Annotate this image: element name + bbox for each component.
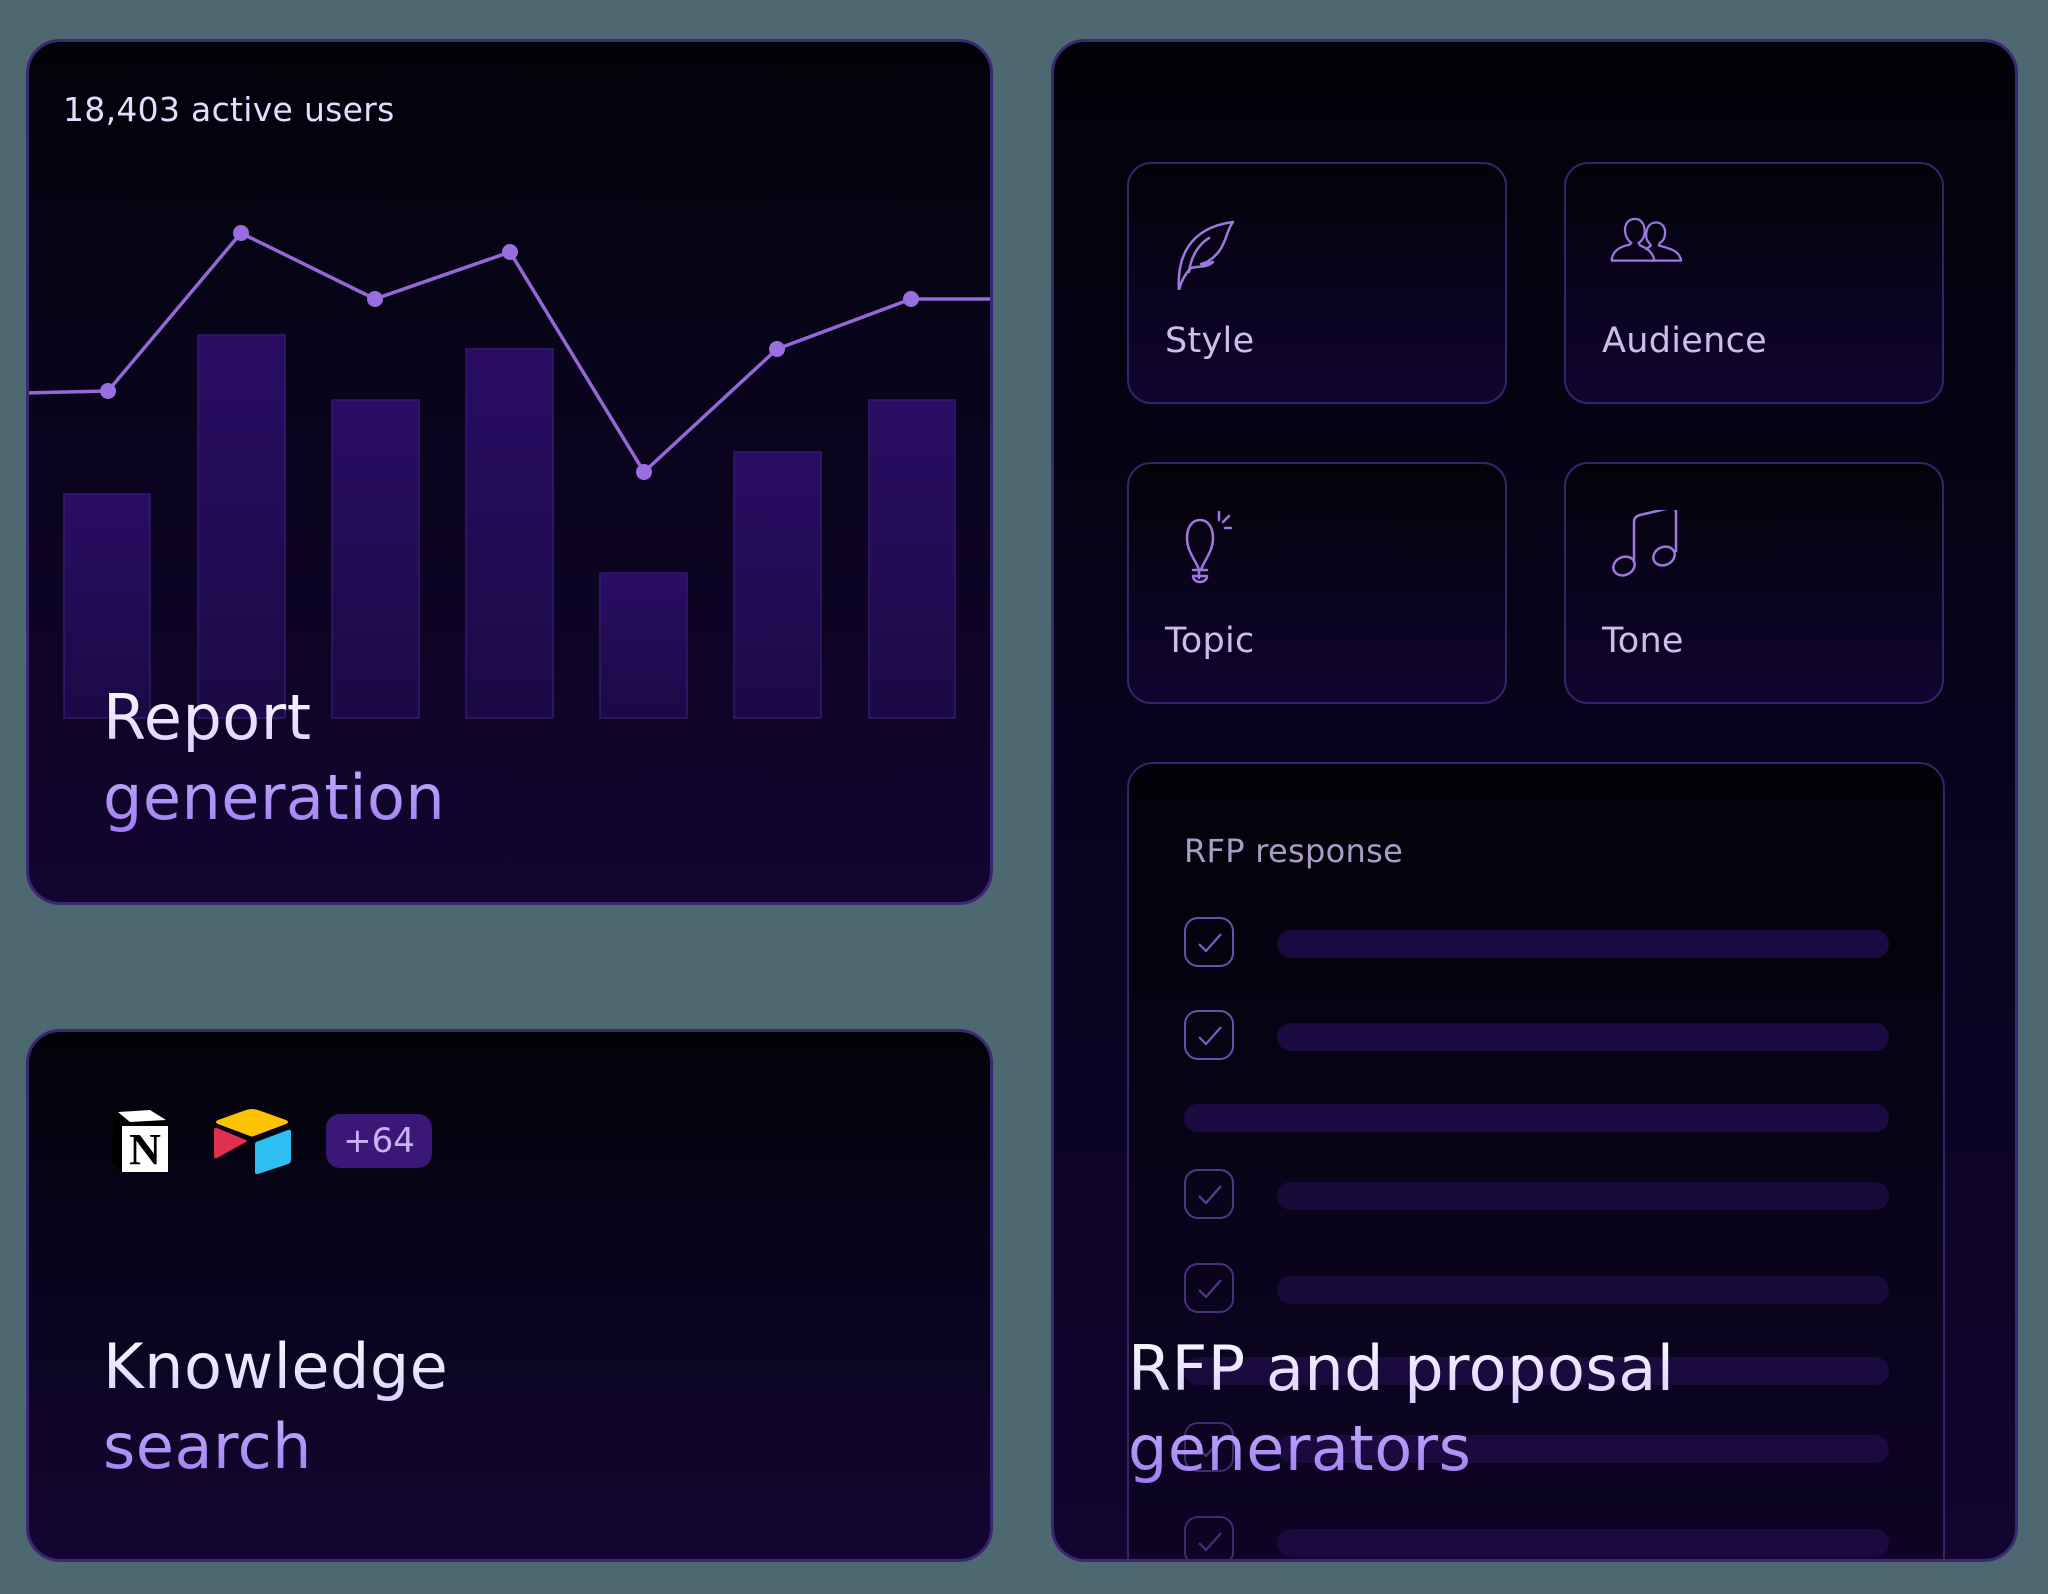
users-chart	[29, 225, 990, 719]
text-placeholder-bar	[1277, 1182, 1889, 1210]
active-users-stat: 18,403 active users	[63, 90, 395, 129]
text-placeholder-bar	[1277, 1276, 1889, 1304]
report-headline: Report generation	[103, 678, 445, 838]
checkbox[interactable]	[1184, 1169, 1234, 1219]
tile-topic[interactable]: Topic	[1127, 462, 1507, 704]
check-icon	[1198, 1438, 1222, 1458]
check-icon	[1198, 1185, 1222, 1205]
users-icon	[1610, 217, 1683, 262]
knowledge-headline: Knowledge search	[103, 1327, 448, 1487]
checklist-row	[1184, 1091, 1890, 1145]
checkbox[interactable]	[1184, 1263, 1234, 1313]
text-placeholder-bar	[1277, 930, 1889, 958]
check-icon	[1198, 933, 1222, 953]
rfp-panel-title: RFP response	[1184, 832, 1404, 870]
checkbox[interactable]	[1184, 1010, 1234, 1060]
checkbox[interactable]	[1184, 1422, 1234, 1472]
headline-line1: Knowledge	[103, 1327, 448, 1407]
tile-style[interactable]: Style	[1127, 162, 1507, 404]
headline-line1: RFP and proposal	[1128, 1329, 1674, 1409]
checklist-row	[1184, 1010, 1890, 1064]
integration-logos: N +64	[108, 1108, 432, 1174]
notion-logo-icon: N	[112, 1110, 168, 1174]
checklist-row	[1184, 1263, 1890, 1317]
feather-icon	[1177, 220, 1235, 290]
checklist-row	[1184, 917, 1890, 971]
headline-line2: generators	[1128, 1409, 1674, 1489]
check-icon	[1198, 1532, 1222, 1552]
checklist-row	[1184, 1344, 1890, 1398]
tile-tone[interactable]: Tone	[1564, 462, 1944, 704]
text-placeholder-bar	[1184, 1104, 1889, 1132]
report-generation-card[interactable]: 18,403 active users	[26, 39, 993, 905]
headline-line2: search	[103, 1407, 448, 1487]
tile-label: Topic	[1165, 621, 1255, 661]
chart-bar	[331, 399, 420, 719]
chart-bar	[197, 334, 286, 719]
tile-label: Style	[1165, 321, 1255, 361]
chart-bar	[465, 348, 554, 719]
chart-points	[100, 225, 919, 480]
chart-bar	[733, 451, 822, 719]
lightbulb-icon	[1185, 510, 1233, 584]
checklist-row	[1184, 1516, 1890, 1559]
rfp-headline: RFP and proposal generators	[1128, 1329, 1674, 1489]
checkbox[interactable]	[1184, 917, 1234, 967]
checklist-row	[1184, 1422, 1890, 1476]
headline-line2: generation	[103, 758, 445, 838]
chart-bar	[63, 493, 151, 719]
text-placeholder-bar	[1184, 1357, 1889, 1385]
text-placeholder-bar	[1277, 1435, 1889, 1463]
tile-label: Tone	[1602, 621, 1684, 661]
svg-text:N: N	[129, 1125, 161, 1174]
chart-bar	[868, 399, 956, 719]
rfp-response-panel: RFP response	[1127, 762, 1945, 1559]
text-placeholder-bar	[1277, 1529, 1889, 1557]
tile-label: Audience	[1602, 321, 1767, 361]
airtable-logo-icon	[214, 1109, 291, 1174]
headline-line1: Report	[103, 678, 445, 758]
checklist-row	[1184, 1169, 1890, 1223]
tile-audience[interactable]: Audience	[1564, 162, 1944, 404]
more-integrations-badge[interactable]: +64	[326, 1114, 432, 1168]
check-icon	[1198, 1279, 1222, 1299]
check-icon	[1198, 1026, 1222, 1046]
chart-bar	[599, 572, 688, 719]
checkbox[interactable]	[1184, 1516, 1234, 1559]
knowledge-search-card[interactable]: N +64 Knowledge search	[26, 1029, 993, 1562]
text-placeholder-bar	[1277, 1023, 1889, 1051]
rfp-proposal-card[interactable]: Style Audience Topic Tone RFP response	[1051, 39, 2018, 1562]
music-note-icon	[1612, 510, 1678, 577]
chart-bars	[63, 334, 956, 719]
